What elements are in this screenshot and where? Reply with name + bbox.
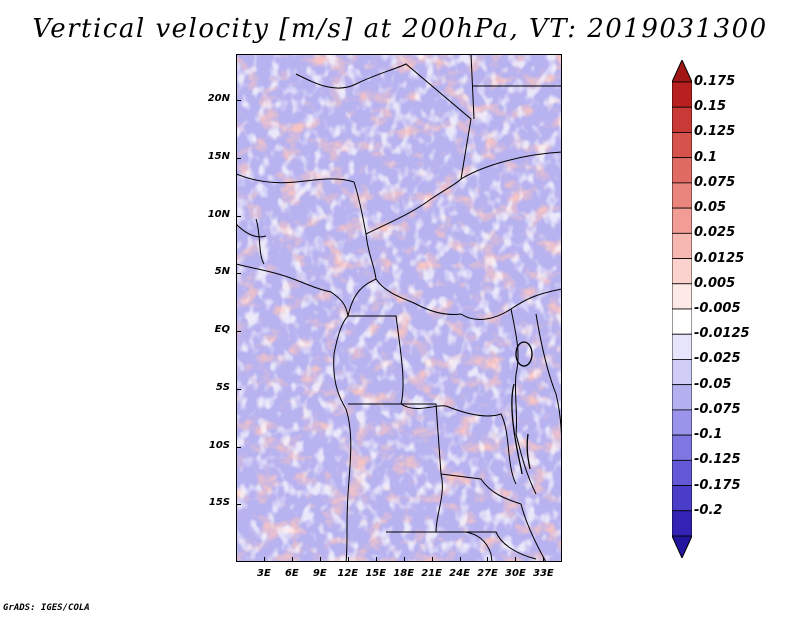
colorbar-label: -0.0125	[694, 326, 750, 342]
colorbar-label: -0.1	[694, 427, 723, 443]
lat-tick-label: 10N	[207, 208, 230, 220]
colorbar-segment	[671, 132, 693, 159]
lon-tick-mark	[543, 557, 545, 562]
colorbar-segment	[671, 106, 693, 133]
colorbar	[671, 58, 693, 560]
lon-tick-label: 30E	[505, 568, 526, 579]
lon-tick-mark	[375, 557, 377, 562]
colorbar-label: 0.0125	[694, 250, 745, 266]
lon-tick-label: 18E	[393, 568, 415, 579]
colorbar-segment	[671, 459, 693, 486]
lakes	[511, 341, 533, 475]
colorbar-label: 0.1	[694, 149, 718, 165]
lon-tick-mark	[431, 557, 433, 562]
lon-tick-label: 24E	[449, 568, 470, 579]
lon-tick-label: 6E	[284, 568, 299, 579]
lat-tick-mark	[236, 100, 241, 102]
colorbar-segment	[671, 384, 693, 411]
lon-tick-mark	[487, 557, 489, 562]
chart-title: Vertical velocity [m/s] at 200hPa, VT: 2…	[32, 14, 768, 44]
colorbar-label: 0.025	[694, 225, 736, 241]
lon-tick-mark	[263, 557, 265, 562]
colorbar-label: -0.125	[694, 452, 741, 468]
lat-tick-label: 15N	[207, 150, 230, 162]
colorbar-label: -0.2	[694, 502, 723, 518]
lat-tick-mark	[236, 331, 241, 333]
lat-tick-label: 20N	[207, 93, 230, 105]
colorbar-segment	[671, 359, 693, 386]
colorbar-segment	[671, 308, 693, 335]
colorbar-label: 0.05	[694, 200, 727, 216]
colorbar-top-arrow	[671, 58, 693, 83]
lon-tick-mark	[403, 557, 405, 562]
lat-tick-label: 5S	[215, 381, 230, 393]
colorbar-segment	[671, 409, 693, 436]
colorbar-segment	[671, 258, 693, 285]
lat-tick-mark	[236, 273, 241, 275]
lat-tick-mark	[236, 446, 241, 448]
lat-tick-mark	[236, 215, 241, 217]
lon-tick-mark	[515, 557, 517, 562]
colorbar-segment	[671, 510, 693, 537]
colorbar-segment	[671, 232, 693, 259]
country-borders	[236, 54, 562, 562]
colorbar-label: 0.075	[694, 174, 736, 190]
lon-tick-label: 9E	[312, 568, 327, 579]
lat-tick-label: 10S	[208, 439, 230, 451]
lon-tick-mark	[459, 557, 461, 562]
lon-tick-label: 21E	[421, 568, 442, 579]
lat-tick-mark	[236, 157, 241, 159]
lat-tick-label: 5N	[214, 266, 230, 278]
lon-tick-label: 3E	[257, 568, 271, 579]
lon-tick-mark	[319, 557, 321, 562]
colorbar-segment	[671, 207, 693, 234]
colorbar-segment	[671, 182, 693, 209]
colorbar-label: 0.125	[694, 124, 736, 140]
velocity-map	[236, 54, 562, 562]
lat-tick-label: 15S	[208, 497, 230, 509]
near-zero-field	[236, 54, 562, 562]
lon-tick-label: 27E	[477, 568, 498, 579]
lon-tick-label: 12E	[337, 568, 359, 579]
colorbar-label: -0.005	[694, 301, 741, 316]
colorbar-segment	[671, 81, 693, 108]
lon-tick-mark	[291, 557, 293, 562]
colorbar-segment	[671, 157, 693, 184]
colorbar-label: -0.175	[694, 477, 741, 493]
colorbar-bottom-arrow	[671, 535, 693, 560]
colorbar-segment	[671, 434, 693, 461]
colorbar-segment	[671, 485, 693, 512]
lon-tick-label: 15E	[365, 568, 387, 579]
grads-credit: GrADS: IGES/COLA	[3, 603, 90, 613]
lat-tick-mark	[236, 504, 241, 506]
colorbar-segment	[671, 333, 693, 360]
colorbar-label: 0.005	[694, 275, 736, 291]
colorbar-label: -0.05	[694, 376, 732, 392]
lon-tick-mark	[347, 557, 349, 562]
lat-tick-label: EQ	[214, 324, 230, 336]
colorbar-label: -0.075	[694, 401, 741, 417]
colorbar-label: -0.025	[694, 351, 741, 367]
lat-tick-mark	[236, 388, 241, 390]
lon-tick-label: 33E	[532, 568, 554, 579]
colorbar-segment	[671, 283, 693, 310]
colorbar-label: 0.175	[694, 74, 736, 89]
colorbar-label: 0.15	[694, 99, 727, 115]
